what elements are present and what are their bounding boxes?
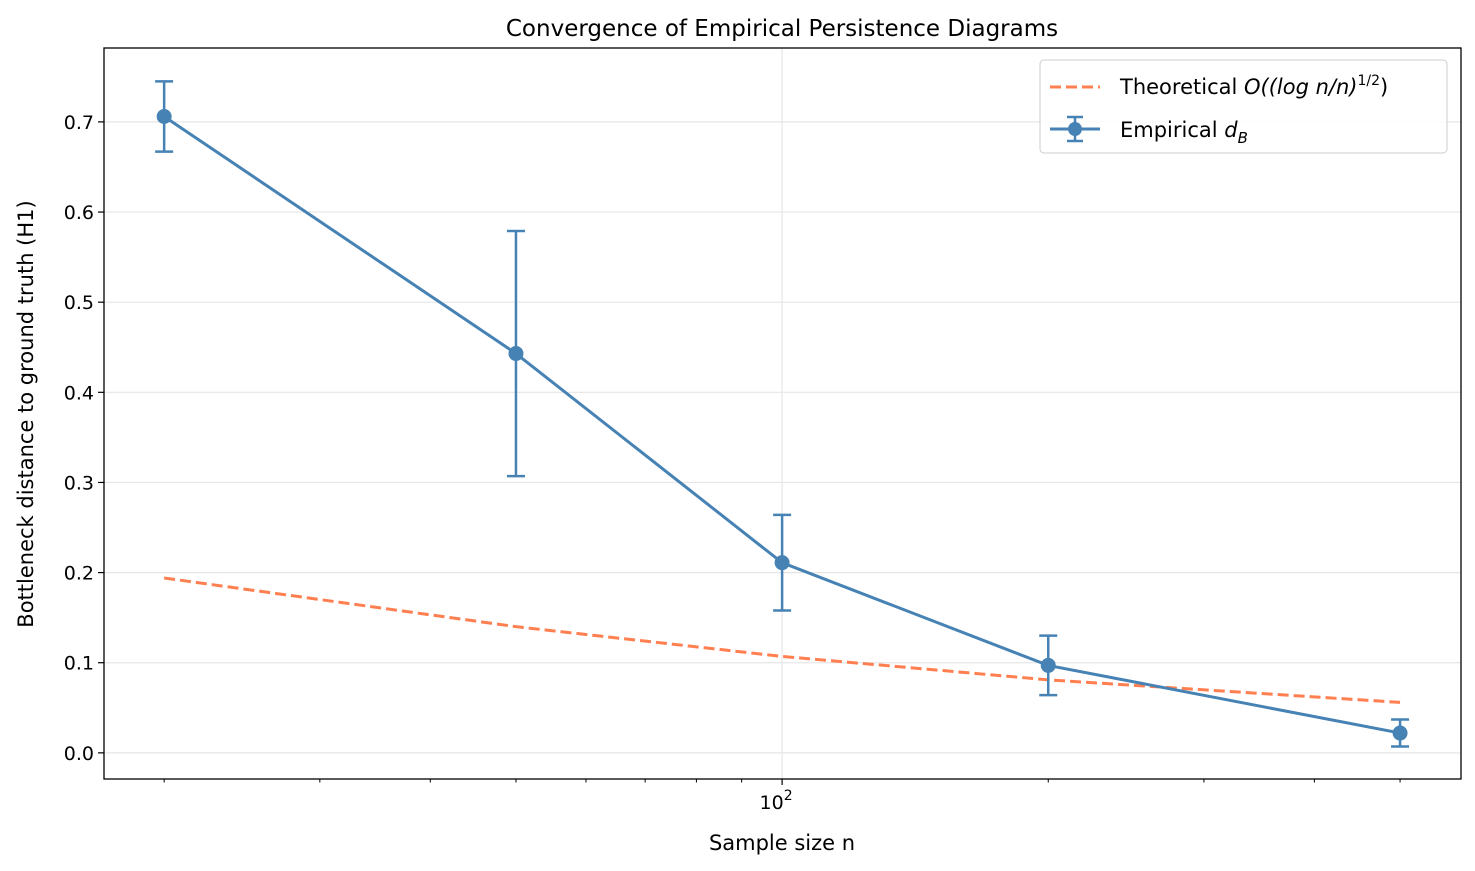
empirical-point-group <box>773 513 792 612</box>
y-tick-label: 0.7 <box>64 112 94 134</box>
y-axis-label: Bottleneck distance to ground truth (H1) <box>14 200 38 627</box>
y-tick-label: 0.2 <box>64 563 94 585</box>
empirical-point-group <box>1039 634 1058 697</box>
legend-empirical-swatch <box>1050 115 1100 143</box>
chart-title: Convergence of Empirical Persistence Dia… <box>506 16 1058 42</box>
y-tick-label: 0.0 <box>64 743 94 765</box>
y-tick-label: 0.1 <box>64 653 94 675</box>
empirical-point-group <box>155 80 174 153</box>
empirical-point <box>1392 725 1408 741</box>
empirical-point <box>508 346 524 362</box>
legend-theoretical-label: Theoretical O((log n/n)1/2) <box>1119 73 1388 99</box>
empirical-point-group <box>506 229 525 478</box>
x-axis-label: Sample size n <box>709 831 855 855</box>
empirical-point <box>1040 657 1056 673</box>
legend: Theoretical O((log n/n)1/2) Empirical dB <box>1039 59 1448 154</box>
series-layer <box>155 80 1410 748</box>
y-tick-label: 0.3 <box>64 472 94 494</box>
legend-box <box>1039 59 1448 154</box>
grid <box>104 48 1461 779</box>
x-tick-label: 102 <box>760 788 793 814</box>
empirical-point <box>156 109 172 125</box>
y-tick-label: 0.6 <box>64 202 94 224</box>
y-tick-label: 0.5 <box>64 292 94 314</box>
ticks: 0.0 0.1 0.2 0.3 0.4 0.5 0.6 0.7 102 <box>64 112 1401 814</box>
legend-empirical-label: Empirical dB <box>1120 118 1248 147</box>
empirical-point-group <box>1391 718 1410 748</box>
empirical-point <box>774 555 790 571</box>
y-tick-label: 0.4 <box>64 382 94 404</box>
